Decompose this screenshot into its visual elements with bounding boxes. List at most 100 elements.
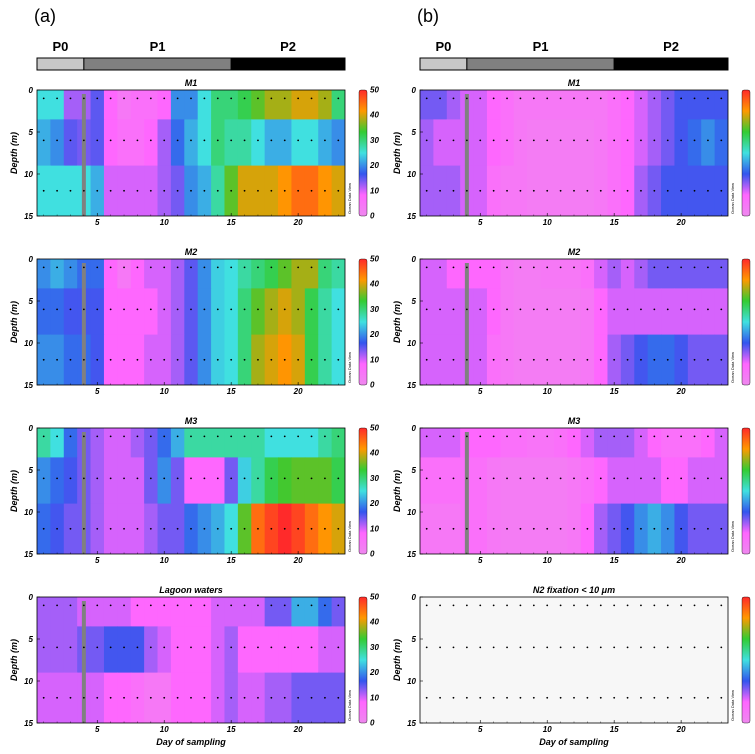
colorbar-tick-label: 10: [370, 524, 379, 533]
heatmap-cell: [594, 90, 609, 120]
heatmap-cell: [170, 428, 185, 458]
sample-point: [297, 646, 300, 649]
heatmap-cell: [197, 90, 212, 120]
heatmap-cell: [527, 119, 542, 167]
sample-point: [599, 604, 602, 607]
sample-point: [492, 139, 495, 142]
heatmap-cell: [251, 90, 266, 120]
x-tick-label: 15: [610, 556, 619, 565]
sample-point: [69, 139, 72, 142]
x-tick-label: 10: [543, 387, 552, 396]
sample-point: [519, 604, 522, 607]
sample-point: [720, 604, 723, 607]
sample-point: [136, 266, 139, 269]
sample-point: [546, 308, 549, 311]
sample-point: [666, 435, 669, 438]
sample-point: [452, 527, 455, 530]
heatmap-cell: [687, 457, 702, 505]
heatmap-cell: [50, 119, 65, 167]
heatmap-cell: [446, 457, 461, 505]
sample-point: [149, 139, 152, 142]
heatmap-cell: [540, 457, 555, 505]
heatmap-cell: [331, 119, 345, 167]
sample-point: [586, 435, 589, 438]
sample-point: [425, 604, 428, 607]
sample-point: [123, 435, 125, 438]
sample-point: [190, 604, 192, 607]
sample-point: [439, 189, 441, 192]
sample-point: [626, 604, 629, 607]
sample-point: [56, 435, 58, 438]
sample-point: [257, 308, 259, 311]
sample-point: [666, 308, 669, 311]
sample-point: [310, 604, 313, 607]
sample-point: [452, 97, 455, 100]
sample-point: [532, 604, 535, 607]
sample-point: [123, 646, 125, 649]
phase-bar: P0 P1 P2: [419, 39, 729, 71]
sample-point: [190, 435, 192, 438]
heatmap-cell: [513, 288, 528, 336]
sample-point: [506, 308, 508, 311]
colorbar-tick-label: 20: [369, 668, 379, 677]
colorbar-tick-label: 0: [370, 550, 375, 559]
sample-point: [337, 358, 340, 361]
sample-point: [506, 527, 508, 530]
heatmap-cell: [433, 428, 448, 458]
heatmap-cell: [224, 288, 239, 336]
sample-point: [310, 189, 313, 192]
x-tick-label: 20: [293, 387, 303, 396]
sample-point: [425, 139, 428, 142]
sample-point: [337, 189, 340, 192]
sample-point: [626, 646, 629, 649]
sample-point: [149, 266, 152, 269]
heatmap-cell: [157, 428, 172, 458]
odv-watermark: Ocean Data View: [347, 521, 352, 552]
colorbar-tick-label: 40: [369, 618, 379, 627]
sample-point: [42, 308, 45, 311]
heatmap-cell: [264, 597, 279, 627]
y-tick-label: 10: [24, 339, 33, 348]
sample-point: [425, 308, 428, 311]
sample-point: [56, 477, 58, 480]
sample-point: [573, 477, 575, 480]
sample-point: [163, 308, 166, 311]
sample-point: [559, 139, 562, 142]
heatmap-cell: [634, 288, 649, 336]
heatmap-cell: [567, 288, 582, 336]
sample-point: [479, 604, 482, 607]
sample-point: [666, 696, 669, 699]
heatmap-cell: [157, 259, 172, 289]
heatmap-cell: [567, 119, 582, 167]
sample-point: [257, 189, 259, 192]
sample-point: [243, 308, 246, 311]
heatmap-cell: [634, 259, 649, 289]
sample-point: [653, 97, 656, 100]
sample-point: [216, 97, 219, 100]
phase-label-p0: P0: [52, 39, 68, 54]
heatmap-cell: [420, 428, 434, 458]
heatmap-cell: [211, 597, 226, 627]
sample-point: [425, 646, 428, 649]
heatmap-cell: [486, 119, 501, 167]
y-tick-label: 5: [412, 128, 417, 137]
sample-point: [559, 527, 562, 530]
sample-point: [109, 266, 112, 269]
sample-point: [680, 266, 683, 269]
heatmap-cell: [331, 626, 345, 674]
sample-point: [230, 308, 233, 311]
sample-point: [492, 97, 495, 100]
sample-point: [452, 308, 455, 311]
sample-point: [599, 358, 602, 361]
heatmap-cell: [714, 428, 728, 458]
plot-grid: M1 0 5 10 15 5 10 15 20 Depth (m) Ocean Data View 0…: [9, 78, 751, 747]
x-tick-label: 20: [676, 725, 686, 734]
heatmap-cell: [674, 288, 689, 336]
heatmap-cell: [170, 259, 185, 289]
sample-point: [425, 696, 428, 699]
heatmap-cell: [513, 90, 528, 120]
heatmap-cell: [37, 119, 51, 167]
heatmap-cell: [103, 597, 118, 627]
sample-point: [257, 139, 259, 142]
sample-point: [216, 139, 219, 142]
